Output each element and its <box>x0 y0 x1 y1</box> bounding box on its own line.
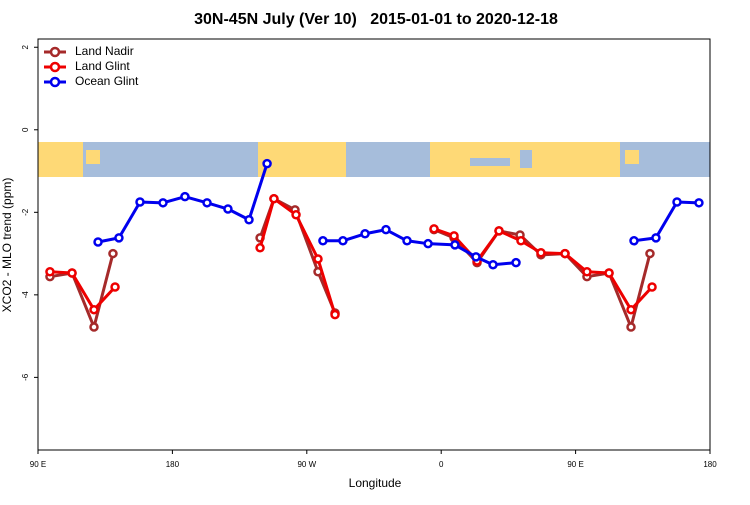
data-point <box>560 248 570 259</box>
plot-frame <box>37 38 711 451</box>
data-point <box>694 198 704 208</box>
y-tick-label: 0 <box>21 127 30 132</box>
data-point <box>423 238 433 249</box>
data-point <box>604 268 614 278</box>
data-point <box>93 237 103 247</box>
y-tick-label: -4 <box>21 291 30 299</box>
data-point <box>291 210 301 220</box>
data-point <box>450 240 460 250</box>
data-point <box>672 197 682 207</box>
data-point <box>449 231 459 241</box>
data-point <box>511 257 521 268</box>
data-point <box>626 304 636 315</box>
data-point <box>494 226 504 236</box>
x-tick-label: 90 E <box>30 460 46 469</box>
data-point <box>626 322 636 332</box>
legend-marker <box>49 46 61 58</box>
data-point <box>429 224 439 234</box>
data-point <box>202 198 212 208</box>
series-line <box>49 197 652 329</box>
data-point <box>360 229 370 239</box>
data-point <box>180 191 190 202</box>
y-tick-label: -6 <box>21 373 30 381</box>
x-axis-label: Longitude <box>349 476 402 490</box>
data-point <box>645 248 655 259</box>
legend-marker <box>49 76 61 88</box>
chart-title: 30N-45N July (Ver 10) 2015-01-01 to 2020… <box>194 11 558 28</box>
series-line <box>97 163 700 267</box>
data-point <box>255 243 265 253</box>
map-strip <box>38 142 710 177</box>
data-point <box>330 309 340 320</box>
x-tick-label: 180 <box>166 460 180 469</box>
data-point <box>629 236 639 246</box>
data-point <box>381 224 391 235</box>
data-point <box>135 197 145 207</box>
data-point <box>582 266 592 277</box>
data-point <box>262 158 272 169</box>
data-point <box>647 282 657 292</box>
data-point <box>110 282 120 292</box>
data-point <box>269 193 279 204</box>
y-axis-label: XCO2 - MLO trend (ppm) <box>0 178 14 313</box>
data-point <box>471 252 481 262</box>
data-point <box>89 304 99 315</box>
x-tick-label: 180 <box>703 460 717 469</box>
legend-marker <box>49 61 61 73</box>
x-tick-label: 90 W <box>297 460 316 469</box>
data-point <box>313 254 323 264</box>
data-point <box>488 259 498 270</box>
data-point <box>402 236 412 246</box>
data-point <box>536 248 546 258</box>
data-point <box>516 236 526 246</box>
data-point <box>45 266 55 277</box>
data-point <box>89 322 99 332</box>
data-point <box>108 248 118 259</box>
data-point <box>223 204 233 214</box>
y-tick-label: 2 <box>21 44 30 49</box>
data-point <box>244 214 254 225</box>
legend-label: Ocean Glint <box>75 74 139 88</box>
data-point <box>338 236 348 246</box>
x-tick-label: 0 <box>439 460 444 469</box>
y-tick-label: -2 <box>21 208 30 216</box>
data-point <box>651 233 661 243</box>
legend-label: Land Glint <box>75 59 130 73</box>
data-point <box>67 268 77 278</box>
legend-label: Land Nadir <box>75 44 134 58</box>
data-point <box>114 233 124 243</box>
x-tick-label: 90 E <box>567 460 583 469</box>
data-point <box>158 198 168 208</box>
data-point <box>318 236 328 246</box>
